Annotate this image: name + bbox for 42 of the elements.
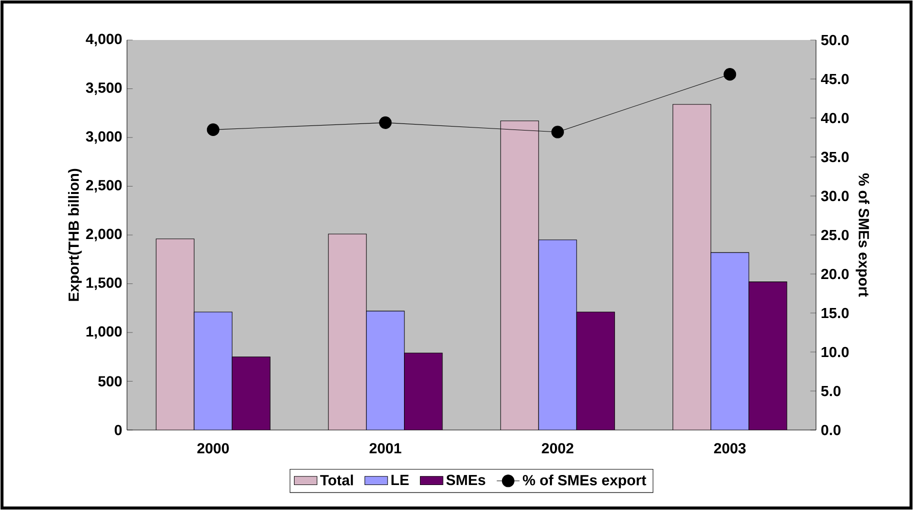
y-tick-label: 4,000 <box>86 34 122 46</box>
y-tick-label: 2,500 <box>86 180 122 193</box>
x-tick-label: 2003 <box>714 443 746 454</box>
y-tick-label: 0 <box>114 424 122 436</box>
y-tick-label: 500 <box>98 376 122 386</box>
bar <box>366 311 404 430</box>
x-tick-label: 2000 <box>197 443 229 454</box>
legend-label: SMEs <box>446 474 486 486</box>
y2-tick-label: 40.0 <box>820 112 849 124</box>
point <box>379 116 392 129</box>
y-axis-title: Export(THB billion) <box>68 168 82 301</box>
y2-tick-label: 50.0 <box>821 34 849 46</box>
y2-tick-label: 35.0 <box>821 152 849 162</box>
y2-tick-label: 20.0 <box>821 268 849 280</box>
y-tick-label: 3,000 <box>86 131 122 144</box>
bar <box>576 312 615 430</box>
y-tick-label: 3,500 <box>86 82 122 96</box>
x-tick-label: 2002 <box>542 443 574 454</box>
y2-tick-label: 30.0 <box>821 190 849 202</box>
y2-tick-label: 25.0 <box>821 230 849 240</box>
point <box>206 123 220 136</box>
y-tick-label: 1,500 <box>86 278 122 290</box>
bar <box>538 240 577 430</box>
point <box>724 68 736 81</box>
y2-tick-label: 5.0 <box>821 386 841 396</box>
bar <box>194 312 232 430</box>
bar <box>232 356 270 430</box>
x-tick-label: 2001 <box>370 443 402 454</box>
y2-tick-label: 0.0 <box>821 424 841 436</box>
legend-label: Total <box>320 474 353 486</box>
y2-tick-label: 15.0 <box>822 308 849 318</box>
y-tick-label: 1,000 <box>86 326 122 339</box>
bar <box>748 282 788 430</box>
bar <box>710 252 750 430</box>
legend-label: LE <box>392 474 409 485</box>
bar <box>404 352 442 430</box>
legend-label: % of SMEs export <box>522 474 646 488</box>
point <box>551 126 564 138</box>
y2-tick-label: 10.0 <box>822 346 849 358</box>
y2-tick-label: 45.0 <box>820 74 849 84</box>
y2-axis-title: % of SMEs export <box>856 173 870 297</box>
y-tick-label: 2,000 <box>86 228 122 242</box>
